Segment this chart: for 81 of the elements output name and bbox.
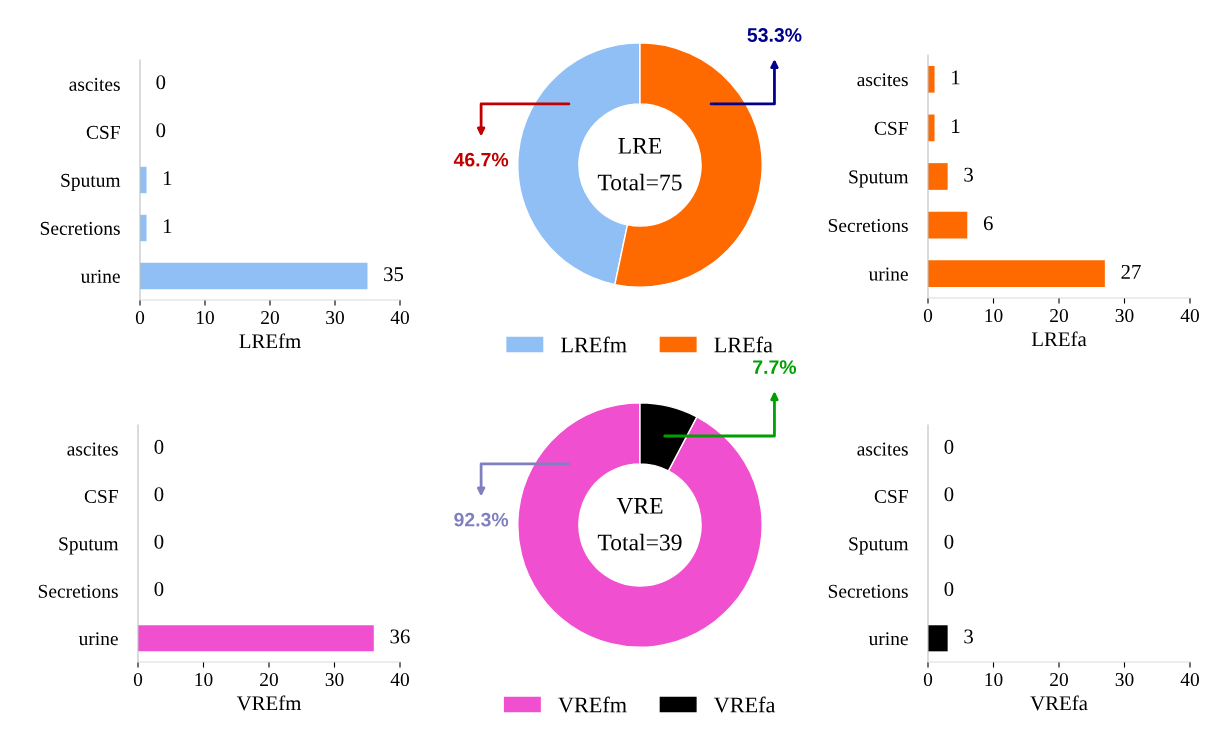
legend-label: LREfm <box>561 336 627 353</box>
y-tick-label: Secretions <box>40 221 120 235</box>
text: LRE <box>618 138 662 154</box>
data-label: 0 <box>944 534 954 549</box>
y-tick-label: ascites <box>857 442 908 456</box>
x-tick-label: 30 <box>326 310 344 325</box>
y-tick-label: Secretions <box>38 584 118 598</box>
data-label: 7.7% <box>753 360 797 374</box>
y-tick-label: CSF <box>86 125 120 139</box>
y-tick-label: urine <box>80 269 120 283</box>
legend-label: LREfa <box>714 336 773 353</box>
data-label: 3 <box>964 629 973 644</box>
x-tick-label: 10 <box>985 672 1003 687</box>
y-tick-label: CSF <box>874 121 908 135</box>
x-tick-label: 40 <box>1180 308 1199 323</box>
x-tick-label: 20 <box>260 672 278 687</box>
data-label: 36 <box>390 629 410 644</box>
data-label: 0 <box>154 487 164 502</box>
x-tick-label: 30 <box>1115 672 1134 687</box>
donut-slice <box>517 402 763 648</box>
y-tick-label: Sputum <box>61 173 121 191</box>
y-tick-label: ascites <box>857 73 908 87</box>
bar <box>928 211 968 239</box>
x-tick-label: 20 <box>261 310 279 325</box>
x-tick-label: 10 <box>195 672 213 687</box>
bar <box>928 163 948 190</box>
data-label: 0 <box>154 439 164 454</box>
y-tick-label: Sputum <box>849 537 909 555</box>
y-tick-label: CSF <box>874 489 908 504</box>
y-tick-label: urine <box>868 267 908 281</box>
text: Total=75 <box>597 173 682 191</box>
y-tick-label: ascites <box>69 77 120 91</box>
data-label: 0 <box>944 487 954 502</box>
x-tick-label: 30 <box>1115 308 1134 323</box>
x-axis-title: LREfa <box>1031 331 1087 347</box>
bar <box>928 65 935 93</box>
x-tick-label: 20 <box>1050 672 1068 687</box>
data-label: 1 <box>952 70 960 85</box>
data-label: 0 <box>944 582 954 597</box>
data-label: 0 <box>156 123 166 138</box>
data-label: 0 <box>154 582 164 597</box>
data-label: 0 <box>944 439 954 454</box>
x-tick-label: 30 <box>325 672 344 687</box>
y-tick-label: Sputum <box>849 170 909 188</box>
y-tick-label: Sputum <box>59 537 119 555</box>
text: VRE <box>616 498 663 514</box>
y-tick-label: Secretions <box>828 218 908 233</box>
text: Total=39 <box>597 533 682 551</box>
data-label: 1 <box>163 219 172 234</box>
x-tick-label: 20 <box>1050 308 1068 323</box>
x-tick-label: 0 <box>923 672 933 687</box>
x-tick-label: 10 <box>985 308 1003 323</box>
data-label: 53.3% <box>747 28 802 42</box>
x-tick-label: 40 <box>390 672 409 687</box>
x-axis-title: VREfm <box>236 695 302 711</box>
x-tick-label: 10 <box>196 310 214 325</box>
x-tick-label: 40 <box>1180 672 1199 687</box>
x-tick-label: 0 <box>923 308 933 323</box>
legend-label: VREfa <box>713 696 776 713</box>
y-tick-label: urine <box>78 632 118 646</box>
x-axis-title: LREfm <box>239 333 301 349</box>
y-tick-label: ascites <box>67 442 118 456</box>
x-tick-label: 40 <box>390 310 409 325</box>
data-label: 0 <box>156 75 166 90</box>
x-tick-label: 0 <box>135 310 145 325</box>
bar <box>928 260 1105 288</box>
y-tick-label: CSF <box>84 489 118 504</box>
data-label: 0 <box>154 534 164 549</box>
data-label: 46.7% <box>453 152 509 167</box>
data-label: 92.3% <box>454 512 509 527</box>
x-axis-title: VREfa <box>1030 695 1088 711</box>
data-label: 27 <box>1121 264 1141 279</box>
y-tick-label: urine <box>868 632 908 646</box>
data-label: 1 <box>952 119 960 133</box>
data-label: 35 <box>384 267 404 282</box>
x-tick-label: 0 <box>133 672 143 687</box>
data-label: 6 <box>983 216 993 231</box>
y-tick-label: Secretions <box>828 584 908 598</box>
data-label: 3 <box>964 167 973 182</box>
legend-label: VREfm <box>558 696 627 713</box>
data-label: 1 <box>163 171 172 186</box>
